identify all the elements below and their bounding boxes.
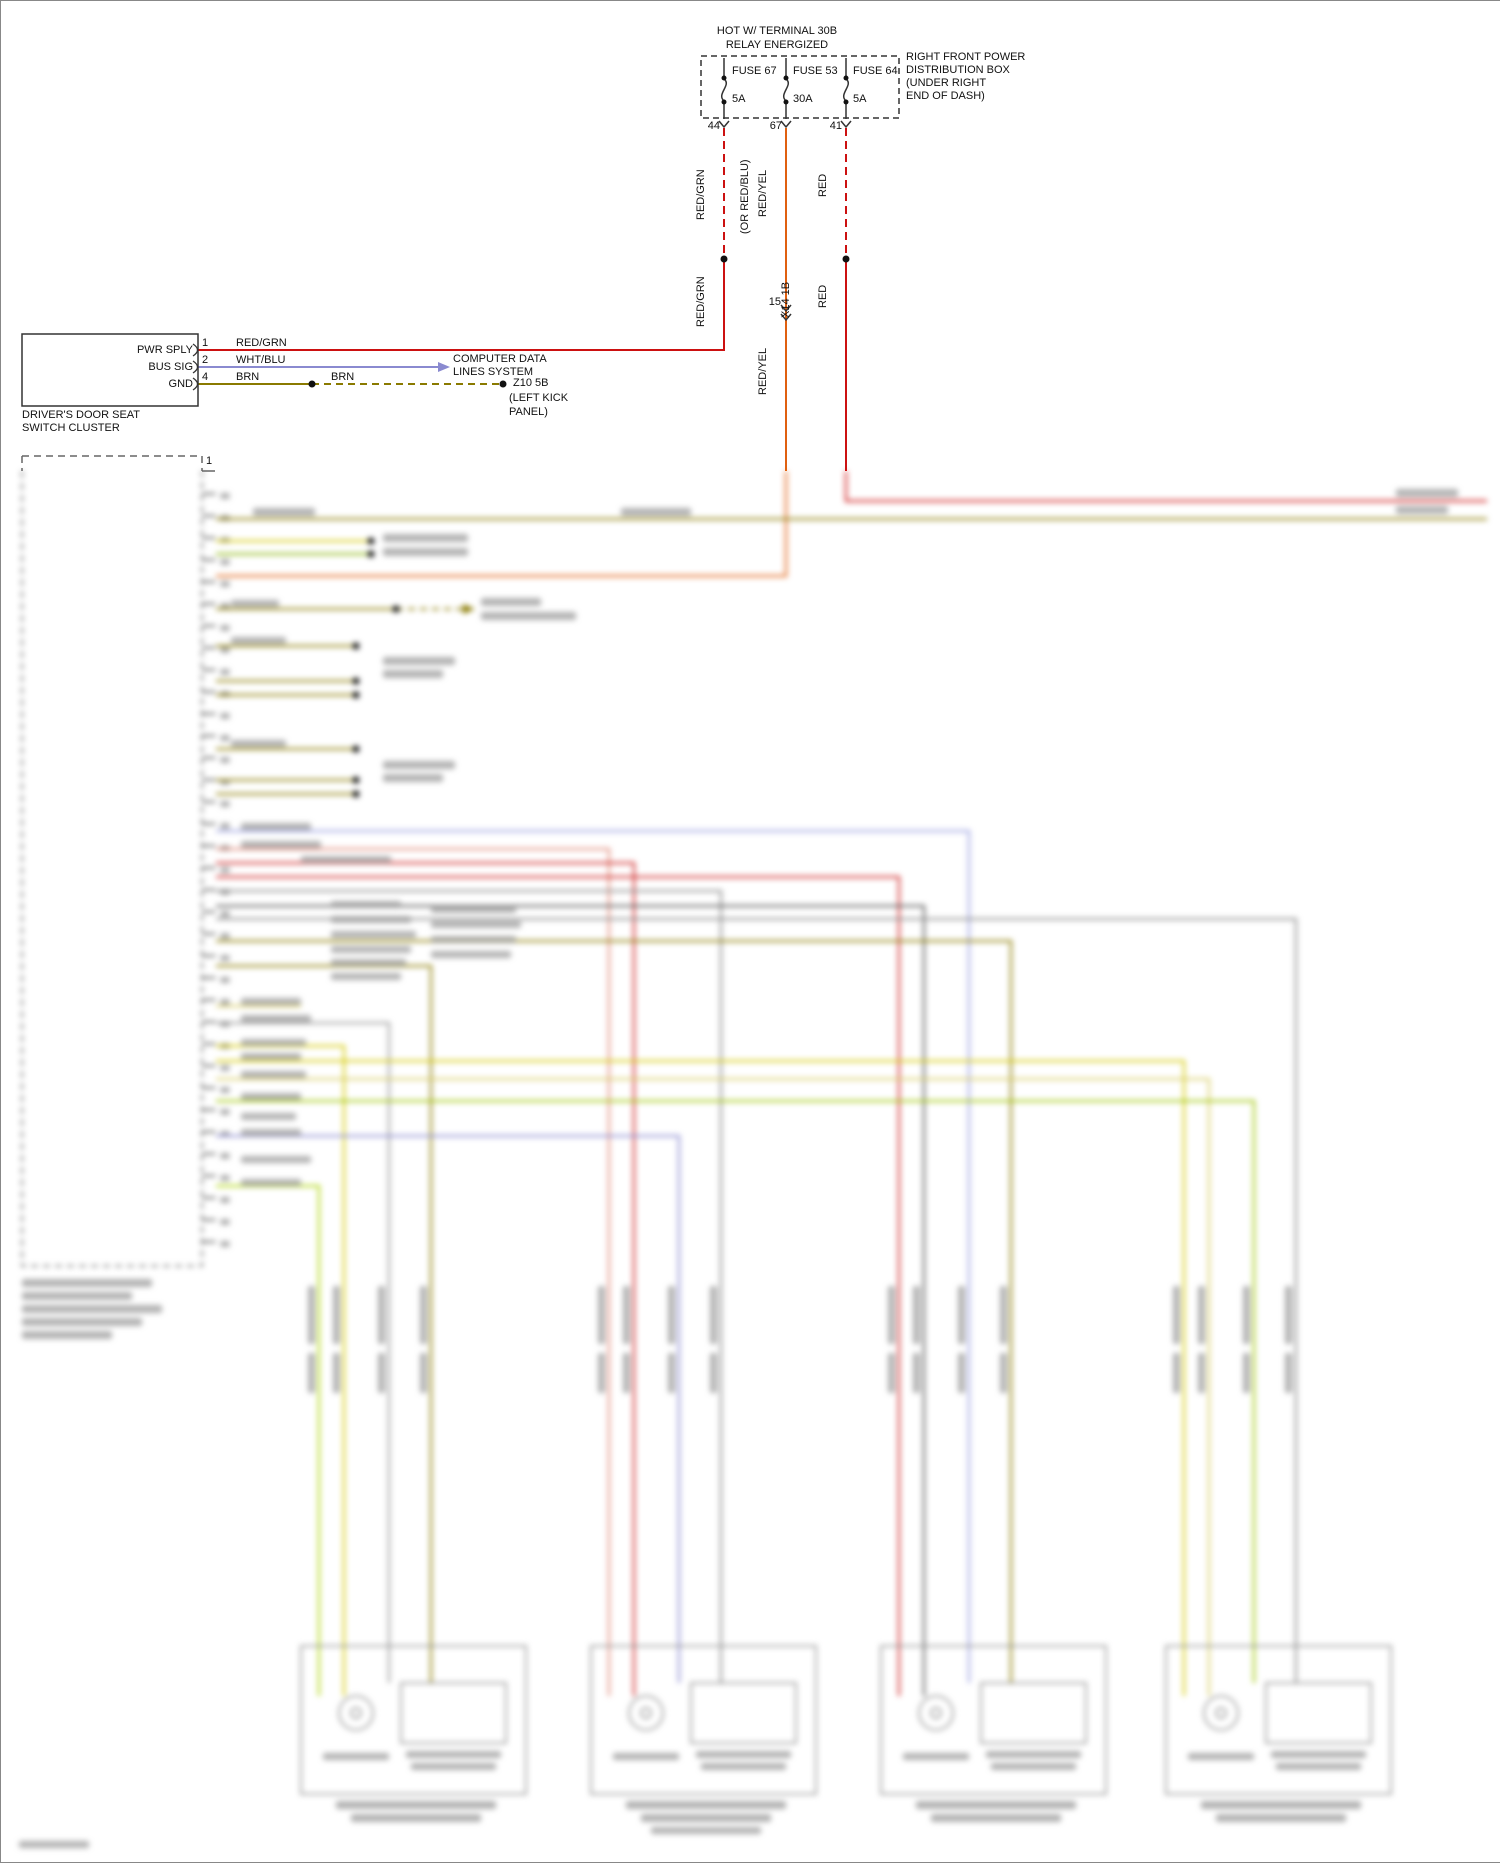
wire-label-redyel-lower: RED/YEL	[757, 347, 769, 395]
fuse-64-amp: 5A	[853, 93, 867, 105]
fuse-67-label: FUSE 67	[732, 65, 777, 77]
cluster-pin-pwr-sply: PWR SPLY	[136, 344, 193, 356]
cluster-pin1-num: 1	[202, 337, 209, 349]
cluster-pin2-num: 2	[202, 354, 209, 366]
dist-box-label-line2: DISTRIBUTION BOX	[906, 64, 1010, 76]
dist-box-label-line1: RIGHT FRONT POWER	[906, 51, 1026, 63]
wire-label-redyel-upper: RED/YEL	[757, 169, 769, 217]
hot-label-line2: RELAY ENERGIZED	[725, 39, 829, 51]
dist-box-label-line3: (UNDER RIGHT	[906, 77, 987, 89]
module-pin1-num: 1	[206, 455, 213, 467]
wire-label-redyel-alt: (OR RED/BLU)	[739, 159, 751, 234]
cluster-pin-bus-sig: BUS SIG	[148, 361, 193, 373]
wire-label-redgrn-lower: RED/GRN	[695, 276, 707, 327]
pin-44-label: 44	[707, 120, 720, 132]
dist-box-label-line4: END OF DASH)	[906, 90, 985, 102]
blurred-supply-wires	[216, 471, 1487, 577]
wire-wht-blu	[198, 362, 450, 372]
fuse-53-label: FUSE 53	[793, 65, 838, 77]
connector-pin-label: 15	[768, 296, 781, 308]
wire-red-grn	[198, 128, 725, 351]
connector-id-label: X14 1B	[780, 281, 792, 318]
blurred-wire-tangle	[216, 830, 1297, 1696]
pin-67-label: 67	[769, 120, 782, 132]
ground-label-line2: (LEFT KICK	[509, 392, 569, 404]
wire-label-whtblu-horizontal: WHT/BLU	[236, 354, 286, 366]
cluster-name-line1: DRIVER'S DOOR SEAT	[22, 409, 141, 421]
wire-label-brn2-horizontal: BRN	[331, 371, 355, 383]
fuse-box	[700, 55, 900, 129]
fuse-67-amp: 5A	[732, 93, 746, 105]
wire-label-brn-horizontal: BRN	[236, 371, 260, 383]
pin-41-label: 41	[829, 120, 842, 132]
cluster-pin-gnd: GND	[168, 378, 193, 390]
wire-red-yel	[780, 128, 792, 471]
fuse-53-amp: 30A	[793, 93, 813, 105]
ground-id-label: Z10 5B	[513, 377, 549, 389]
seat-module-box-top	[21, 455, 215, 472]
computer-data-line1: COMPUTER DATA	[453, 353, 547, 365]
wire-label-red-upper: RED	[817, 173, 829, 197]
switch-cluster-box	[21, 333, 199, 407]
seat-module-outline	[21, 471, 203, 1267]
ground-label-line3: PANEL)	[509, 406, 548, 418]
wire-label-red-lower: RED	[817, 284, 829, 308]
wire-label-redgrn-horizontal: RED/GRN	[236, 337, 287, 349]
blurred-label-bars	[19, 489, 1458, 1848]
computer-data-line2: LINES SYSTEM	[453, 366, 534, 378]
cluster-name-line2: SWITCH CLUSTER	[22, 422, 120, 434]
fuse-64-label: FUSE 64	[853, 65, 898, 77]
blurred-stub-wires	[216, 608, 463, 795]
hot-label-line1: HOT W/ TERMINAL 30B	[716, 25, 838, 37]
cluster-pin4-num: 4	[202, 371, 209, 383]
wire-label-redgrn-upper: RED/GRN	[695, 169, 707, 220]
